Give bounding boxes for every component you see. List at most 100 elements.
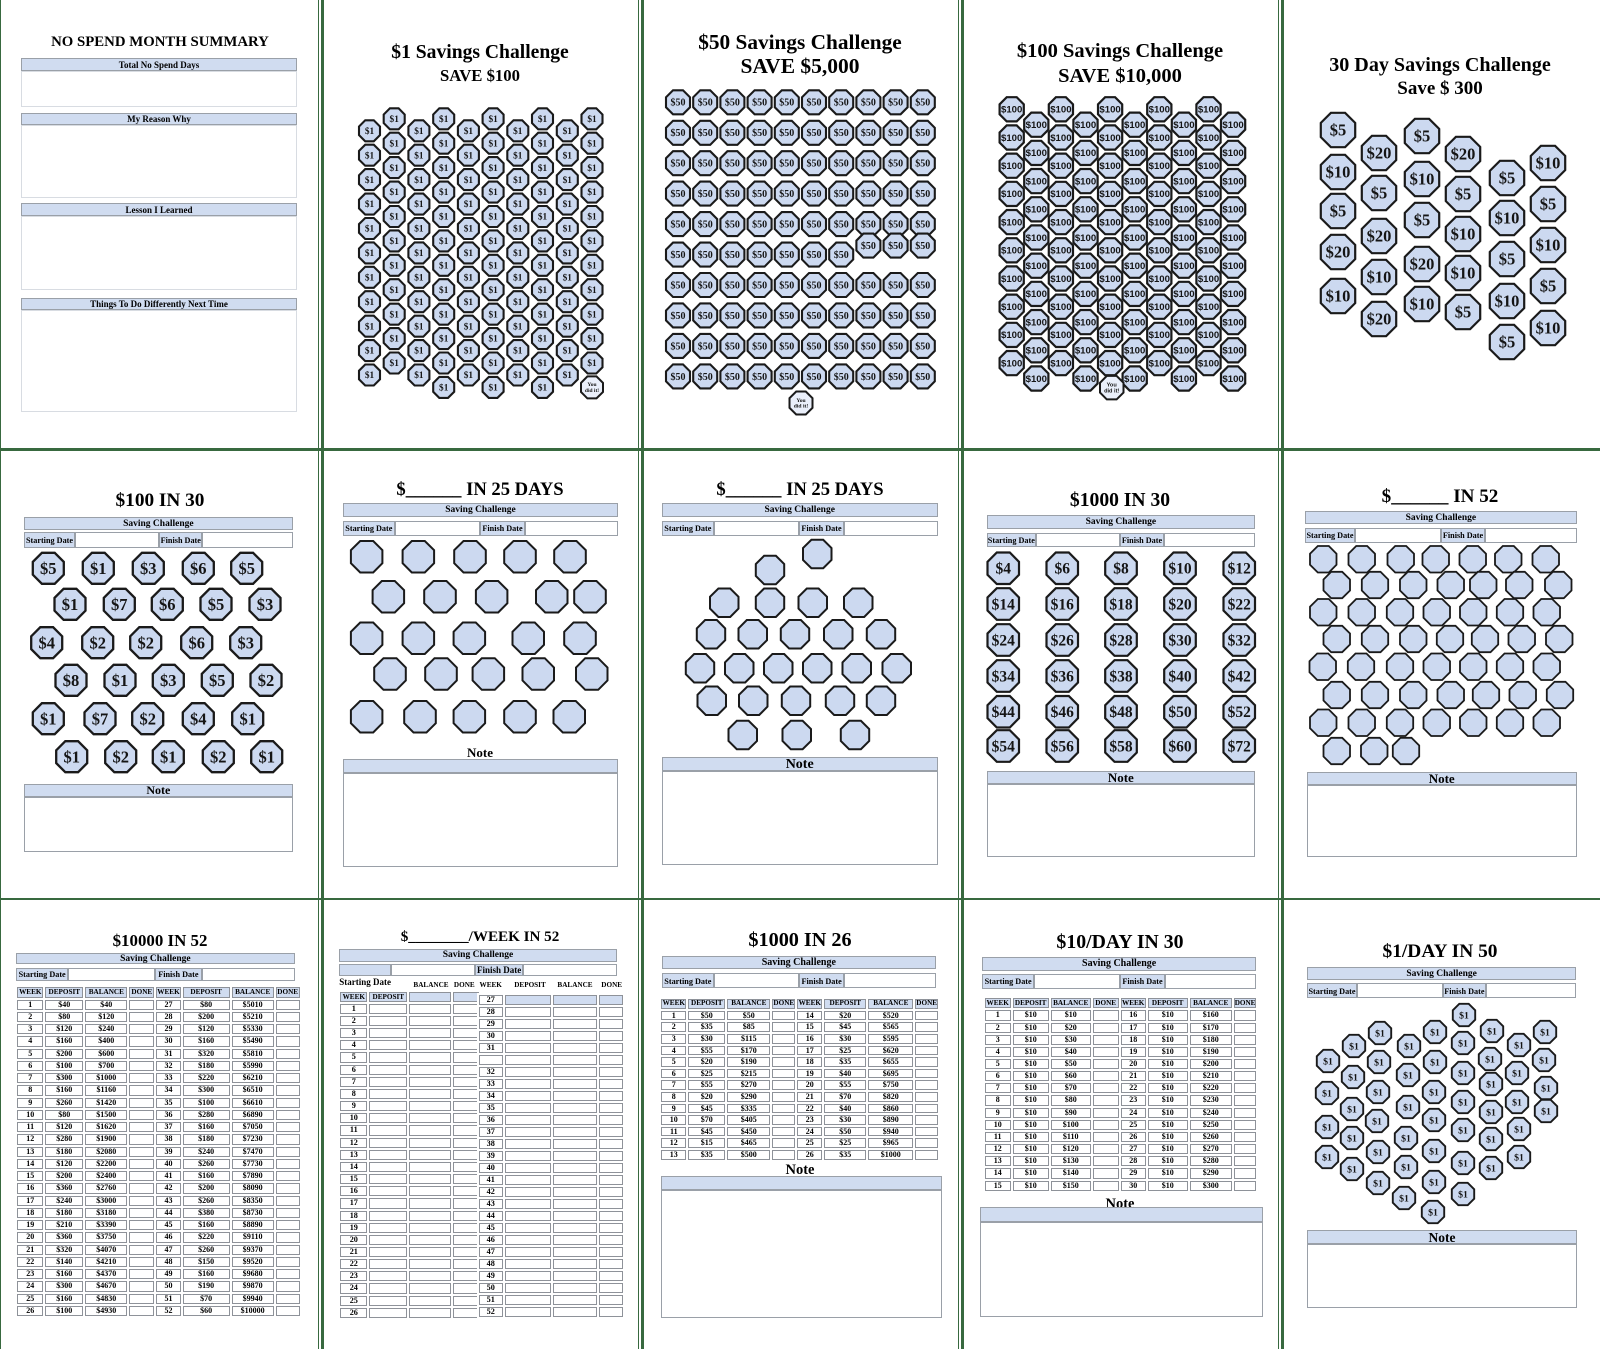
svg-text:$1: $1 (1375, 1028, 1385, 1039)
svg-text:$42: $42 (1228, 668, 1252, 685)
svg-text:$1: $1 (1403, 1102, 1413, 1113)
svg-text:$1: $1 (1403, 1070, 1413, 1081)
svg-text:$50: $50 (915, 189, 930, 200)
svg-text:$1: $1 (587, 212, 597, 223)
svg-text:$1: $1 (513, 126, 523, 137)
svg-text:$2: $2 (137, 633, 154, 652)
svg-text:$1: $1 (538, 138, 548, 149)
svg-text:$36: $36 (1051, 668, 1075, 685)
svg-text:$1: $1 (112, 671, 129, 690)
svg-text:$100: $100 (1173, 374, 1194, 385)
svg-text:$100: $100 (1173, 233, 1194, 244)
svg-text:$10: $10 (1451, 225, 1476, 244)
svg-text:$50: $50 (752, 311, 767, 322)
svg-text:$50: $50 (725, 311, 740, 322)
svg-text:$1: $1 (488, 334, 498, 345)
svg-text:$100: $100 (1198, 133, 1219, 144)
svg-text:$100: $100 (1026, 176, 1047, 187)
svg-text:$1: $1 (439, 383, 449, 394)
svg-text:$1: $1 (488, 309, 498, 320)
svg-text:$50: $50 (807, 220, 822, 231)
svg-text:$32: $32 (1228, 632, 1252, 649)
svg-text:$50: $50 (915, 98, 930, 109)
svg-text:$50: $50 (861, 98, 876, 109)
svg-text:$8: $8 (1113, 561, 1129, 578)
svg-text:$3: $3 (140, 559, 157, 578)
svg-text:$30: $30 (1168, 632, 1192, 649)
svg-text:$1: $1 (1541, 1106, 1551, 1117)
svg-text:$5: $5 (1414, 211, 1431, 230)
svg-text:$1: $1 (439, 163, 449, 174)
svg-text:$1: $1 (488, 236, 498, 247)
svg-text:$6: $6 (159, 595, 176, 614)
svg-text:$50: $50 (698, 128, 713, 139)
svg-text:$50: $50 (834, 159, 849, 170)
svg-text:$100: $100 (1124, 317, 1145, 328)
svg-text:$100: $100 (1001, 358, 1022, 369)
svg-text:$1: $1 (365, 126, 375, 137)
svg-text:$1: $1 (1539, 1055, 1549, 1066)
svg-text:$10: $10 (1495, 209, 1520, 228)
svg-text:$50: $50 (888, 280, 903, 291)
svg-text:$1: $1 (464, 126, 474, 137)
svg-text:$50: $50 (779, 280, 794, 291)
svg-text:$1: $1 (538, 114, 548, 125)
svg-text:$1: $1 (414, 297, 424, 308)
svg-text:$50: $50 (671, 280, 686, 291)
svg-text:$1: $1 (1430, 1057, 1440, 1068)
svg-text:did it!: did it! (794, 404, 809, 410)
svg-text:$100: $100 (1075, 205, 1096, 216)
svg-text:$1: $1 (239, 709, 256, 728)
svg-text:$100: $100 (1026, 289, 1047, 300)
svg-text:$1: $1 (439, 187, 449, 198)
svg-text:$50: $50 (752, 220, 767, 231)
svg-text:$50: $50 (698, 341, 713, 352)
svg-text:$100: $100 (1050, 161, 1071, 172)
svg-text:$100: $100 (1124, 261, 1145, 272)
svg-text:$1: $1 (464, 248, 474, 259)
svg-text:$1: $1 (587, 163, 597, 174)
svg-text:$1: $1 (390, 309, 400, 320)
svg-text:$1: $1 (439, 261, 449, 272)
svg-text:$20: $20 (1451, 145, 1476, 164)
svg-text:$3: $3 (257, 595, 274, 614)
svg-text:$100: $100 (1099, 133, 1120, 144)
svg-text:$100: $100 (1149, 330, 1170, 341)
svg-text:$100: $100 (1173, 261, 1194, 272)
svg-text:$1: $1 (1347, 1164, 1357, 1175)
svg-text:$100: $100 (1050, 246, 1071, 257)
svg-text:$1: $1 (390, 138, 400, 149)
svg-text:$50: $50 (779, 372, 794, 383)
svg-text:$50: $50 (671, 341, 686, 352)
svg-text:$100: $100 (1099, 161, 1120, 172)
svg-text:$50: $50 (834, 98, 849, 109)
svg-text:$100: $100 (1026, 374, 1047, 385)
svg-text:$1: $1 (439, 212, 449, 223)
svg-text:$100: $100 (1099, 246, 1120, 257)
svg-text:$1: $1 (1322, 1122, 1332, 1133)
svg-text:$50: $50 (698, 159, 713, 170)
svg-text:$6: $6 (188, 633, 205, 652)
svg-text:$50: $50 (807, 341, 822, 352)
svg-text:$1: $1 (1486, 1107, 1496, 1118)
svg-text:$2: $2 (89, 633, 106, 652)
svg-text:$1: $1 (1486, 1163, 1496, 1174)
svg-text:$1: $1 (1348, 1072, 1358, 1083)
svg-text:$1: $1 (160, 747, 177, 766)
svg-text:$10: $10 (1536, 154, 1561, 173)
svg-text:$1: $1 (390, 236, 400, 247)
svg-text:$100: $100 (1001, 217, 1022, 228)
svg-text:$100: $100 (1099, 105, 1120, 116)
svg-text:$5: $5 (1499, 250, 1516, 269)
svg-text:$50: $50 (671, 311, 686, 322)
svg-text:$52: $52 (1228, 704, 1252, 721)
svg-text:$50: $50 (698, 372, 713, 383)
svg-text:$4: $4 (38, 633, 55, 652)
svg-text:$100: $100 (1001, 189, 1022, 200)
svg-text:$1: $1 (1399, 1193, 1409, 1204)
svg-text:You: You (796, 398, 805, 404)
svg-text:$100: $100 (1222, 374, 1243, 385)
svg-text:$1: $1 (258, 747, 275, 766)
svg-text:$5: $5 (1330, 202, 1347, 221)
svg-text:$100: $100 (1198, 189, 1219, 200)
